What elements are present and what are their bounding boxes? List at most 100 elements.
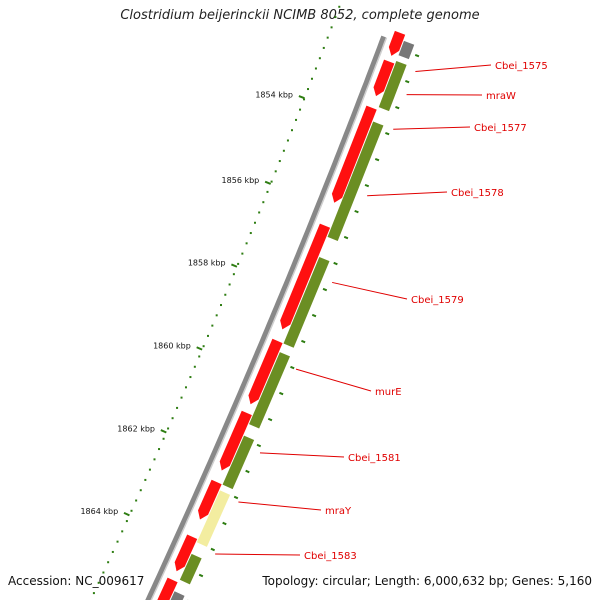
track-dot bbox=[144, 478, 147, 481]
gene-label: Cbei_1577 bbox=[474, 123, 527, 134]
gene-label: Cbei_1578 bbox=[451, 188, 504, 199]
minor-tick-mark bbox=[343, 235, 349, 240]
gene-leader-line bbox=[415, 64, 492, 72]
track-dot bbox=[107, 561, 110, 564]
minor-tick-mark bbox=[279, 391, 284, 396]
track-dot bbox=[130, 509, 133, 512]
minor-tick-mark bbox=[222, 521, 227, 526]
gene-leader-line bbox=[259, 452, 345, 458]
track-dot bbox=[274, 170, 277, 173]
minor-tick-mark bbox=[210, 547, 216, 552]
track-dot bbox=[330, 26, 333, 29]
track-dot bbox=[299, 108, 302, 111]
kbp-tick-mark bbox=[160, 429, 167, 434]
track-dot bbox=[198, 355, 201, 358]
kbp-tick-mark bbox=[196, 346, 203, 351]
kbp-tick-mark bbox=[123, 511, 130, 517]
gene-label: Cbei_1583 bbox=[304, 551, 357, 562]
gene-label: Cbei_1581 bbox=[348, 453, 401, 464]
track-dot bbox=[314, 67, 317, 70]
genome-title: Clostridium beijerinckii NCIMB 8052, com… bbox=[120, 8, 480, 23]
track-dot bbox=[139, 489, 142, 492]
kbp-tick-mark bbox=[231, 263, 238, 268]
track-dot bbox=[253, 221, 256, 224]
track-dot bbox=[262, 201, 265, 204]
track-dot bbox=[224, 293, 227, 296]
gene-label: mraY bbox=[325, 506, 352, 517]
minor-tick-mark bbox=[374, 157, 380, 162]
track-dot bbox=[266, 190, 269, 193]
gene-arrow bbox=[388, 30, 406, 56]
track-dot bbox=[102, 571, 105, 574]
minor-tick-mark bbox=[364, 183, 370, 188]
backbone-arc bbox=[145, 35, 388, 600]
gene-label: Cbei_1575 bbox=[495, 61, 548, 72]
gene-label: murE bbox=[375, 387, 402, 398]
track-dot bbox=[232, 273, 235, 276]
minor-tick-mark bbox=[267, 417, 273, 422]
track-dot bbox=[121, 530, 124, 533]
minor-tick-mark bbox=[311, 313, 317, 318]
gene-arrow bbox=[157, 577, 178, 600]
backbone-outer-line bbox=[145, 35, 387, 600]
minor-tick-mark bbox=[354, 209, 359, 214]
kbp-tick-label: 1858 kbp bbox=[188, 259, 226, 268]
track-dot bbox=[290, 129, 293, 132]
track-dot bbox=[220, 304, 223, 307]
track-dot bbox=[295, 118, 298, 121]
track-dot bbox=[116, 540, 119, 543]
minor-tick-mark bbox=[233, 495, 239, 500]
track-dot bbox=[237, 262, 240, 265]
track-dot bbox=[167, 427, 170, 430]
track-dot bbox=[180, 396, 183, 399]
track-dot bbox=[158, 448, 161, 451]
track-dot bbox=[278, 160, 281, 163]
minor-tick-mark bbox=[333, 261, 338, 266]
minor-tick-mark bbox=[256, 443, 262, 448]
track-dot bbox=[307, 88, 310, 91]
gene-arrow bbox=[378, 61, 407, 112]
gene-arrow bbox=[283, 256, 330, 348]
track-dot bbox=[318, 57, 321, 60]
track-dot bbox=[215, 314, 218, 317]
gene-leader-line bbox=[238, 501, 322, 511]
track-dot bbox=[189, 376, 192, 379]
minor-tick-mark bbox=[322, 287, 328, 292]
track-dot bbox=[245, 242, 248, 245]
gene-track bbox=[157, 30, 415, 600]
kbp-tick-label: 1854 kbp bbox=[255, 90, 293, 99]
gene-arrow bbox=[179, 553, 202, 585]
track-dot bbox=[184, 386, 187, 389]
track-dot bbox=[326, 36, 329, 39]
track-dot bbox=[153, 458, 156, 461]
kbp-tick-label: 1860 kbp bbox=[153, 341, 191, 350]
minor-tick-mark bbox=[245, 469, 250, 474]
track-dot bbox=[211, 324, 214, 327]
minor-tick-mark bbox=[301, 339, 306, 344]
gene-arrow bbox=[219, 410, 252, 471]
kbp-tick-label: 1856 kbp bbox=[222, 176, 260, 185]
minor-tick-mark bbox=[198, 573, 204, 578]
gene-arrow bbox=[280, 223, 331, 330]
track-dot bbox=[286, 139, 289, 142]
track-dot bbox=[206, 334, 209, 337]
kbp-tick-mark bbox=[264, 180, 272, 185]
gene-arrow bbox=[170, 591, 185, 600]
kbp-tick-label: 1864 kbp bbox=[80, 507, 118, 516]
gene-arrow bbox=[222, 435, 255, 490]
minor-tick-mark bbox=[414, 53, 420, 58]
gene-arrow bbox=[174, 534, 198, 572]
track-dot bbox=[162, 437, 165, 440]
gene-arrow bbox=[248, 338, 283, 405]
track-dot bbox=[310, 77, 313, 80]
track-dot bbox=[258, 211, 261, 214]
track-dot bbox=[322, 46, 325, 49]
backbone-inner-line bbox=[150, 37, 388, 600]
track-dot bbox=[171, 417, 174, 420]
minor-tick-mark bbox=[395, 105, 400, 110]
gene-leader-line bbox=[393, 126, 471, 130]
track-dot bbox=[176, 406, 179, 409]
kbp-tick-mark bbox=[298, 95, 305, 100]
gene-arrow bbox=[398, 40, 415, 60]
track-dot bbox=[125, 520, 128, 523]
